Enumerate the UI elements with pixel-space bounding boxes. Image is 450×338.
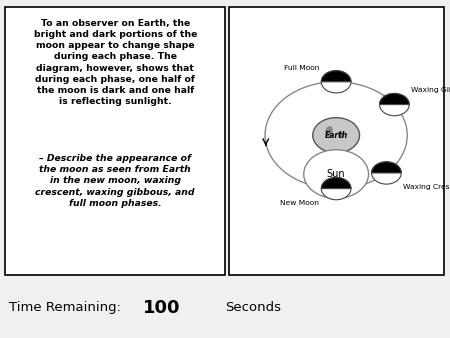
Wedge shape: [321, 71, 351, 82]
FancyBboxPatch shape: [229, 7, 444, 275]
Text: Full Moon: Full Moon: [284, 65, 319, 71]
Wedge shape: [379, 93, 409, 104]
Text: Sun: Sun: [327, 169, 346, 179]
Text: Earth: Earth: [324, 131, 348, 140]
Wedge shape: [372, 162, 401, 173]
Text: New Moon: New Moon: [280, 200, 319, 206]
Circle shape: [321, 71, 351, 93]
Circle shape: [379, 93, 409, 116]
FancyBboxPatch shape: [5, 7, 225, 275]
Text: Waxing Crescent: Waxing Crescent: [403, 184, 450, 190]
Text: Waxing Gibbous: Waxing Gibbous: [411, 87, 450, 93]
Text: Time Remaining:: Time Remaining:: [9, 301, 121, 314]
Circle shape: [372, 162, 401, 184]
Circle shape: [321, 177, 351, 200]
Circle shape: [304, 150, 369, 198]
Text: Seconds: Seconds: [225, 301, 281, 314]
Text: – Describe the appearance of
the moon as seen from Earth
in the new moon, waxing: – Describe the appearance of the moon as…: [36, 154, 195, 208]
Text: 100: 100: [143, 298, 181, 317]
Wedge shape: [321, 177, 351, 189]
Ellipse shape: [338, 131, 344, 138]
Ellipse shape: [325, 126, 333, 136]
Circle shape: [313, 118, 360, 153]
Text: To an observer on Earth, the
bright and dark portions of the
moon appear to chan: To an observer on Earth, the bright and …: [33, 19, 197, 106]
